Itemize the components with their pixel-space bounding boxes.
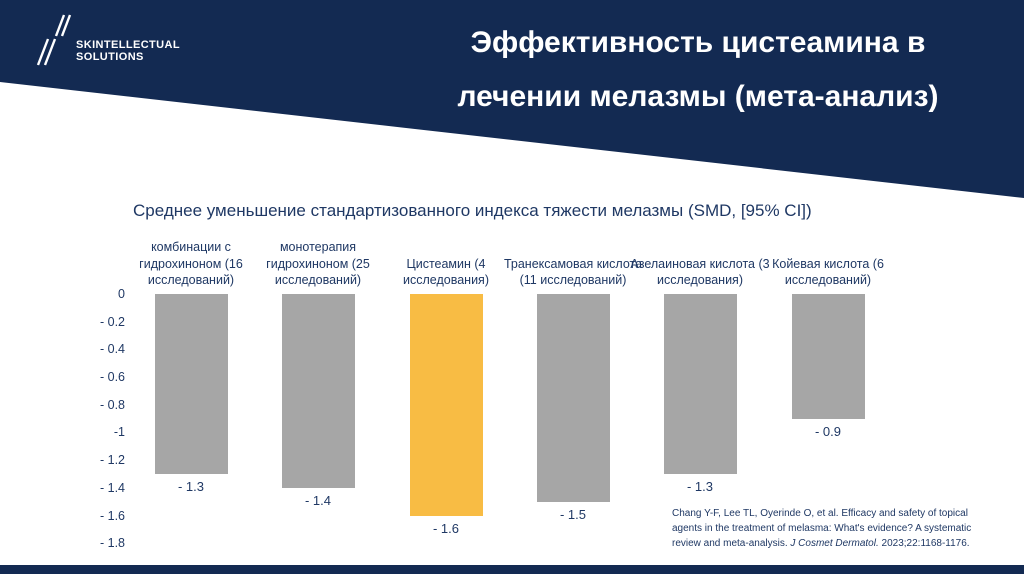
y-axis-tick: - 0.6 xyxy=(99,370,125,385)
bar xyxy=(663,294,737,474)
footer-band xyxy=(0,565,1024,574)
bar xyxy=(281,294,355,488)
category-label: Койевая кислота (6 исследований) xyxy=(772,256,884,287)
category-label: Транексамовая кислота (11 исследований) xyxy=(503,256,643,287)
bar xyxy=(154,294,228,474)
bar-value-label: - 1.4 xyxy=(304,492,331,508)
citation: Chang Y-F, Lee TL, Oyerinde O, et al. Ef… xyxy=(672,506,971,551)
bar-value-label: - 1.6 xyxy=(432,520,459,536)
category-label: Цистеамин (4 исследования) xyxy=(403,256,489,287)
category-label: Азелаиновая кислота (3 исследования) xyxy=(630,256,770,287)
bar xyxy=(791,294,865,419)
y-axis-tick: - 0.4 xyxy=(99,342,125,357)
bar-value-label: - 1.5 xyxy=(559,506,586,522)
logo-line2: SOLUTIONS xyxy=(76,51,144,64)
citation-line3: review and meta-analysis. J Cosmet Derma… xyxy=(672,538,970,549)
chart-title: Среднее уменьшение стандартизованного ин… xyxy=(133,201,812,220)
category-label: монотерапия гидрохиноном (25 исследовани… xyxy=(266,240,370,287)
citation-line2: agents in the treatment of melasma: What… xyxy=(672,523,972,534)
bar-value-label: - 1.3 xyxy=(177,478,204,494)
y-axis-tick: - 1.8 xyxy=(99,536,125,551)
page-title-line2: лечении мелазмы (мета-анализ) xyxy=(457,80,939,113)
page-title-line1: Эффективность цистеамина в xyxy=(470,26,926,59)
y-axis-tick: -1 xyxy=(113,425,125,440)
y-axis-tick: - 0.2 xyxy=(99,314,125,329)
category-label: комбинации с гидрохиноном (16 исследован… xyxy=(139,240,243,287)
y-axis-tick: 0 xyxy=(118,287,125,301)
y-axis-tick: - 0.8 xyxy=(99,397,125,412)
bar-highlighted xyxy=(409,294,483,516)
logo-text: SKINTELLECTUAL SOLUTIONS xyxy=(76,39,180,64)
y-axis-tick: - 1.6 xyxy=(99,508,125,523)
logo-line1: SKINTELLECTUAL xyxy=(76,38,180,51)
y-axis-tick: - 1.2 xyxy=(99,453,125,468)
logo: SKINTELLECTUAL SOLUTIONS xyxy=(36,8,226,66)
page-title: Эффективность цистеамина в лечении мелаз… xyxy=(408,16,988,124)
double-slash-icon xyxy=(36,12,72,66)
bar-value-label: - 0.9 xyxy=(814,423,841,439)
bar xyxy=(536,294,610,502)
bar-value-label: - 1.3 xyxy=(686,478,713,494)
y-axis-tick: - 1.4 xyxy=(99,480,125,495)
citation-line1: Chang Y-F, Lee TL, Oyerinde O, et al. Ef… xyxy=(672,508,968,519)
